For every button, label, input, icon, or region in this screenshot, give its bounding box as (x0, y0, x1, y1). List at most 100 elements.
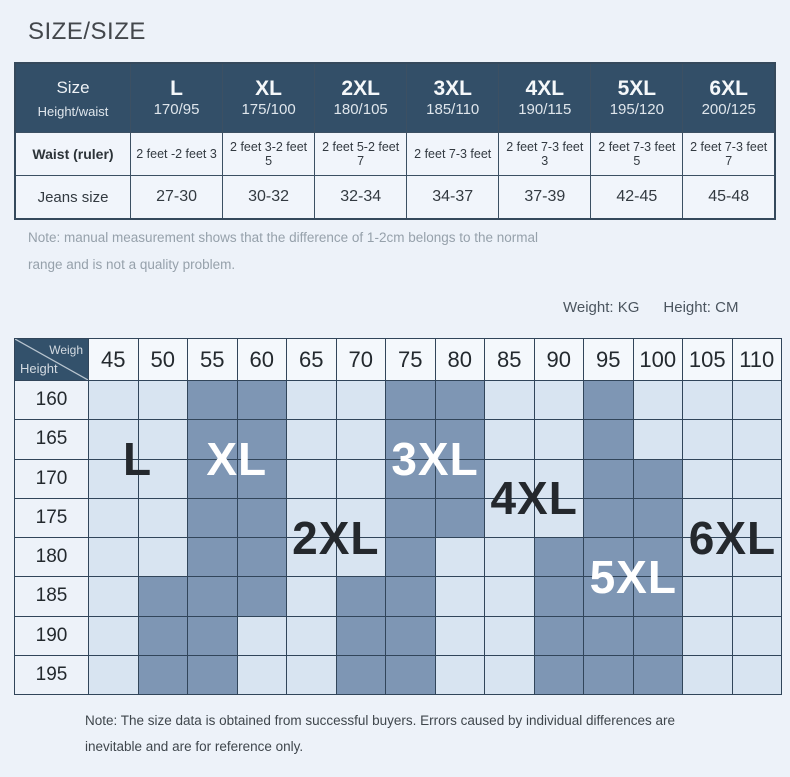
grid-cell (89, 655, 138, 694)
grid-cell (336, 577, 385, 616)
grid-cell (485, 538, 534, 577)
grid-cell (732, 577, 781, 616)
weight-header-cell: 110 (732, 339, 781, 380)
grid-cell (386, 616, 435, 655)
grid-cell (584, 655, 633, 694)
grid-cell (534, 381, 583, 420)
size-spec-table-header: Size Height/waist L 170/95 XL 175/100 2XL 180/1… (14, 62, 776, 133)
grid-cell (683, 420, 732, 459)
size-column-header: 5XL 195/120 (590, 62, 684, 133)
height-header-cell: 185 (15, 577, 88, 616)
size-height-waist: 175/100 (241, 101, 296, 119)
grid-cell (138, 655, 187, 694)
grid-cell (534, 616, 583, 655)
grid-cell (386, 420, 435, 459)
grid-cell (485, 655, 534, 694)
grid-cell (287, 459, 336, 498)
grid-cell (188, 577, 237, 616)
weight-header-cell: 105 (683, 339, 732, 380)
grid-cell (237, 459, 286, 498)
weight-header-cell: 85 (485, 339, 534, 380)
height-header-cell: 180 (15, 538, 88, 577)
size-height-waist: 180/105 (333, 101, 388, 119)
grid-cell (435, 577, 484, 616)
size-region-label: 4XL (490, 472, 578, 525)
size-region-label: 5XL (589, 550, 677, 603)
grid-cell (237, 498, 286, 537)
grid-cell (138, 420, 187, 459)
size-name: 4XL (525, 77, 565, 101)
grid-cell (435, 616, 484, 655)
grid-cell (188, 459, 237, 498)
jeans-value: 37-39 (498, 175, 592, 220)
height-weight-grid: Weigh Height 45 50 55 60 65 70 75 80 85 90 95 100 105 1… (14, 338, 782, 695)
grid-cell (534, 420, 583, 459)
grid-cell (188, 381, 237, 420)
grid-cell (435, 498, 484, 537)
size-name: 5XL (617, 77, 657, 101)
measurement-note-line2: range and is not a quality problem. (28, 257, 236, 272)
grid-cell (584, 420, 633, 459)
page-title: SIZE/SIZE (28, 18, 146, 45)
weight-header-cell: 90 (534, 339, 583, 380)
height-weight-grid-cells: Weigh Height 45 50 55 60 65 70 75 80 85 90 95 100 105 1… (14, 338, 782, 695)
grid-cell (485, 498, 534, 537)
waist-row-label: Waist (ruler) (14, 132, 131, 176)
grid-cell (237, 420, 286, 459)
size-region-label: 6XL (688, 511, 777, 564)
grid-cell (89, 577, 138, 616)
grid-cell (89, 459, 138, 498)
grid-cell (237, 538, 286, 577)
grid-cell (386, 655, 435, 694)
grid-cell (237, 577, 286, 616)
grid-cell (534, 538, 583, 577)
measurement-note: Note: manual measurement shows that the … (28, 224, 538, 278)
size-height-waist: 190/115 (518, 101, 572, 119)
grid-cell (336, 655, 385, 694)
size-name: 2XL (341, 77, 380, 101)
grid-cell (138, 381, 187, 420)
weight-header-cell: 70 (336, 339, 385, 380)
grid-cell (336, 538, 385, 577)
grid-cell (138, 616, 187, 655)
size-height-waist: 185/110 (426, 101, 480, 119)
grid-cell (732, 498, 781, 537)
jeans-value: 45-48 (682, 175, 776, 220)
grid-cell (435, 420, 484, 459)
grid-cell (534, 577, 583, 616)
reference-note: Note: The size data is obtained from suc… (85, 708, 675, 761)
grid-cell (188, 655, 237, 694)
height-header-cell: 160 (15, 381, 88, 420)
grid-cell (287, 616, 336, 655)
grid-cell (633, 381, 682, 420)
grid-cell (336, 381, 385, 420)
grid-cell (534, 655, 583, 694)
size-height-waist: 170/95 (153, 101, 200, 119)
reference-note-line1: Note: The size data is obtained from suc… (85, 713, 676, 728)
jeans-row-label: Jeans size (14, 175, 131, 220)
grid-cell (485, 616, 534, 655)
grid-cell (386, 459, 435, 498)
weight-header-cell: 80 (435, 339, 484, 380)
size-column-header: 3XL 185/110 (406, 62, 500, 133)
waist-value: 2 feet 7-3 feet 5 (590, 132, 684, 176)
grid-cell (188, 538, 237, 577)
grid-cell (386, 498, 435, 537)
grid-cell (732, 655, 781, 694)
grid-corner-height-label: Height (20, 361, 58, 376)
grid-corner-cell: Weigh Height (15, 339, 88, 380)
grid-cell (485, 459, 534, 498)
waist-value: 2 feet -2 feet 3 (129, 132, 224, 176)
grid-cell (138, 498, 187, 537)
grid-cell (188, 420, 237, 459)
height-header-cell: 195 (15, 655, 88, 694)
grid-cell (633, 577, 682, 616)
grid-cell (485, 577, 534, 616)
grid-cell (89, 381, 138, 420)
grid-cell (287, 538, 336, 577)
grid-cell (336, 420, 385, 459)
grid-cell (237, 616, 286, 655)
weight-header-cell: 95 (584, 339, 633, 380)
measurement-note-line1: Note: manual measurement shows that the … (28, 230, 539, 245)
